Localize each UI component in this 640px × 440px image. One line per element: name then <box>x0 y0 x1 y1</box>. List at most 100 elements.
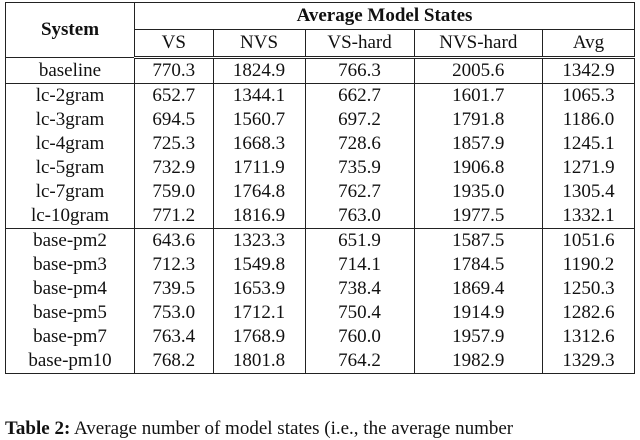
value-cell: 1342.9 <box>541 57 636 84</box>
value-cell: 643.6 <box>134 228 214 253</box>
value-cell: 1816.9 <box>212 204 306 229</box>
system-cell: base-pm10 <box>5 349 135 374</box>
value-cell: 763.0 <box>304 204 415 229</box>
value-cell: 1982.9 <box>413 349 543 374</box>
table-row: lc-5gram 732.9 1711.9 735.9 1906.8 1271.9 <box>5 156 636 180</box>
value-cell: 1245.1 <box>541 132 636 156</box>
system-cell: lc-3gram <box>5 108 135 132</box>
value-cell: 652.7 <box>134 83 214 108</box>
results-table: System Average Model States VS NVS VS-hard… <box>5 2 636 374</box>
system-cell: baseline <box>5 57 135 84</box>
value-cell: 714.1 <box>304 253 415 277</box>
value-cell: 1560.7 <box>212 108 306 132</box>
value-cell: 1791.8 <box>413 108 543 132</box>
value-cell: 764.2 <box>304 349 415 374</box>
value-cell: 735.9 <box>304 156 415 180</box>
table-row: baseline 770.3 1824.9 766.3 2005.6 1342.9 <box>5 57 636 84</box>
value-cell: 1668.3 <box>212 132 306 156</box>
value-cell: 739.5 <box>134 277 214 301</box>
system-cell: base-pm3 <box>5 253 135 277</box>
system-cell: lc-7gram <box>5 180 135 204</box>
value-cell: 1344.1 <box>212 83 306 108</box>
value-cell: 1764.8 <box>212 180 306 204</box>
table-row: base-pm7 763.4 1768.9 760.0 1957.9 1312.6 <box>5 325 636 349</box>
value-cell: 1305.4 <box>541 180 636 204</box>
value-cell: 1329.3 <box>541 349 636 374</box>
value-cell: 750.4 <box>304 301 415 325</box>
value-cell: 1282.6 <box>541 301 636 325</box>
table-row: base-pm2 643.6 1323.3 651.9 1587.5 1051.6 <box>5 228 636 253</box>
value-cell: 768.2 <box>134 349 214 374</box>
table-row: lc-4gram 725.3 1668.3 728.6 1857.9 1245.1 <box>5 132 636 156</box>
value-cell: 694.5 <box>134 108 214 132</box>
column-header: NVS <box>212 29 306 59</box>
value-cell: 1957.9 <box>413 325 543 349</box>
value-cell: 762.7 <box>304 180 415 204</box>
value-cell: 728.6 <box>304 132 415 156</box>
value-cell: 763.4 <box>134 325 214 349</box>
value-cell: 1653.9 <box>212 277 306 301</box>
value-cell: 1312.6 <box>541 325 636 349</box>
value-cell: 1977.5 <box>413 204 543 229</box>
value-cell: 1587.5 <box>413 228 543 253</box>
value-cell: 753.0 <box>134 301 214 325</box>
table-row: base-pm5 753.0 1712.1 750.4 1914.9 1282.6 <box>5 301 636 325</box>
value-cell: 651.9 <box>304 228 415 253</box>
value-cell: 1801.8 <box>212 349 306 374</box>
value-cell: 1549.8 <box>212 253 306 277</box>
value-cell: 1784.5 <box>413 253 543 277</box>
value-cell: 1323.3 <box>212 228 306 253</box>
caption-text: Average number of model states (i.e., th… <box>74 418 514 439</box>
column-header: VS <box>134 29 214 59</box>
value-cell: 1857.9 <box>413 132 543 156</box>
caption: Table 2: Average number of model states … <box>5 418 513 440</box>
system-cell: lc-2gram <box>5 83 135 108</box>
value-cell: 1051.6 <box>541 228 636 253</box>
table-row: base-pm10 768.2 1801.8 764.2 1982.9 1329.3 <box>5 349 636 374</box>
column-header: VS-hard <box>304 29 415 59</box>
table-row: base-pm3 712.3 1549.8 714.1 1784.5 1190.2 <box>5 253 636 277</box>
system-cell: base-pm5 <box>5 301 135 325</box>
value-cell: 662.7 <box>304 83 415 108</box>
value-cell: 1186.0 <box>541 108 636 132</box>
value-cell: 770.3 <box>134 57 214 84</box>
value-cell: 1250.3 <box>541 277 636 301</box>
value-cell: 1914.9 <box>413 301 543 325</box>
header-system: System <box>5 2 135 58</box>
value-cell: 725.3 <box>134 132 214 156</box>
header-group: Average Model States <box>134 2 635 30</box>
system-cell: base-pm2 <box>5 228 135 253</box>
value-cell: 1711.9 <box>212 156 306 180</box>
system-cell: lc-4gram <box>5 132 135 156</box>
system-cell: base-pm4 <box>5 277 135 301</box>
value-cell: 1768.9 <box>212 325 306 349</box>
value-cell: 760.0 <box>304 325 415 349</box>
table-row: lc-2gram 652.7 1344.1 662.7 1601.7 1065.3 <box>5 83 636 108</box>
system-cell: lc-10gram <box>5 204 135 229</box>
value-cell: 712.3 <box>134 253 214 277</box>
value-cell: 1869.4 <box>413 277 543 301</box>
value-cell: 2005.6 <box>413 57 543 84</box>
value-cell: 766.3 <box>304 57 415 84</box>
value-cell: 1712.1 <box>212 301 306 325</box>
table-row: lc-3gram 694.5 1560.7 697.2 1791.8 1186.0 <box>5 108 636 132</box>
caption-label: Table 2: <box>5 418 71 439</box>
system-cell: base-pm7 <box>5 325 135 349</box>
value-cell: 1190.2 <box>541 253 636 277</box>
table-row: base-pm4 739.5 1653.9 738.4 1869.4 1250.3 <box>5 277 636 301</box>
value-cell: 1332.1 <box>541 204 636 229</box>
value-cell: 1271.9 <box>541 156 636 180</box>
system-cell: lc-5gram <box>5 156 135 180</box>
value-cell: 1824.9 <box>212 57 306 84</box>
value-cell: 738.4 <box>304 277 415 301</box>
value-cell: 759.0 <box>134 180 214 204</box>
value-cell: 732.9 <box>134 156 214 180</box>
value-cell: 697.2 <box>304 108 415 132</box>
value-cell: 1601.7 <box>413 83 543 108</box>
value-cell: 771.2 <box>134 204 214 229</box>
table-row: lc-10gram 771.2 1816.9 763.0 1977.5 1332.1 <box>5 204 636 229</box>
value-cell: 1906.8 <box>413 156 543 180</box>
column-header: NVS-hard <box>413 29 543 59</box>
value-cell: 1065.3 <box>541 83 636 108</box>
